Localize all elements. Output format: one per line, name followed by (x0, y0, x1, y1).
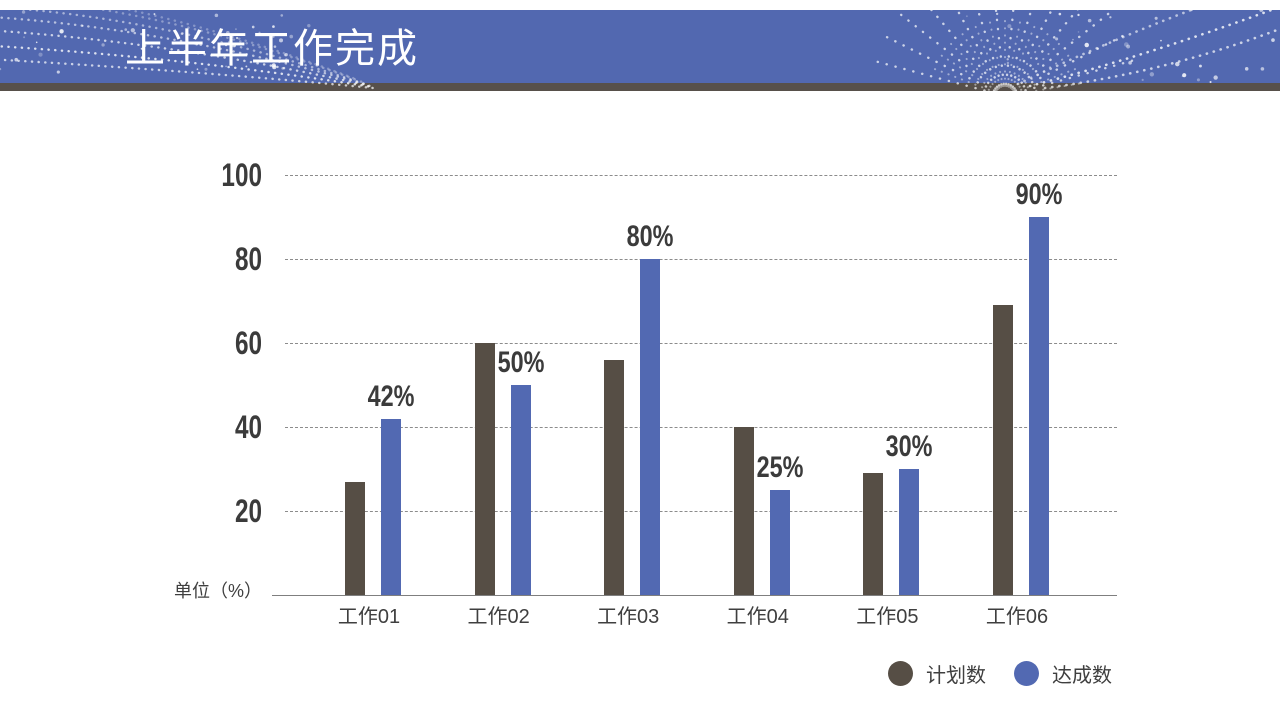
bar-planned-1 (345, 481, 365, 595)
bar-achieved-1 (381, 418, 401, 595)
gridline (285, 427, 1117, 428)
bar-achieved-4 (769, 490, 790, 595)
legend-item: 达成数 (1014, 659, 1112, 688)
data-label-4: 25% (756, 451, 804, 484)
bar-planned-4 (733, 427, 754, 595)
category-label: 工作03 (597, 606, 660, 628)
data-label-5: 30% (885, 430, 933, 463)
data-label-3: 80% (626, 220, 674, 253)
bar-planned-3 (604, 359, 625, 595)
category-label: 工作06 (985, 606, 1049, 628)
bar-planned-6 (993, 305, 1013, 595)
y-axis-unit-label: 单位（%） (173, 581, 262, 601)
y-tick-label: 100 (221, 157, 262, 193)
gridline (285, 343, 1117, 344)
bar-achieved-2 (510, 385, 531, 595)
legend-label: 计划数 (926, 665, 986, 687)
category-label: 工作01 (337, 606, 401, 628)
y-tick-label: 60 (234, 325, 262, 361)
y-tick-label: 40 (234, 409, 262, 445)
legend-swatch-achieved (1014, 661, 1039, 686)
legend-label: 达成数 (1052, 665, 1112, 687)
gridline (285, 259, 1117, 260)
category-label: 工作02 (467, 606, 530, 628)
bar-planned-2 (474, 343, 495, 595)
header-decoration (0, 0, 1280, 91)
data-label-6: 90% (1015, 178, 1063, 211)
x-axis-line (272, 595, 1117, 596)
y-tick-label: 80 (234, 241, 262, 277)
header: 上半年工作完成 (0, 0, 1280, 91)
category-label: 工作05 (856, 606, 919, 628)
gridline (285, 175, 1117, 176)
slide-title: 上半年工作完成 (125, 27, 419, 71)
bar-planned-5 (863, 473, 884, 595)
legend-item: 计划数 (888, 659, 986, 688)
legend-swatch-planned (888, 661, 913, 686)
gridline (285, 511, 1117, 512)
bar-achieved-3 (640, 259, 661, 595)
data-label-2: 50% (497, 346, 545, 379)
data-label-1: 42% (367, 379, 415, 413)
chart-legend: 计划数 达成数 (888, 659, 1112, 688)
bar-achieved-6 (1029, 217, 1049, 595)
y-tick-label: 20 (234, 493, 262, 529)
category-label: 工作04 (726, 606, 789, 628)
bar-achieved-5 (899, 469, 920, 595)
